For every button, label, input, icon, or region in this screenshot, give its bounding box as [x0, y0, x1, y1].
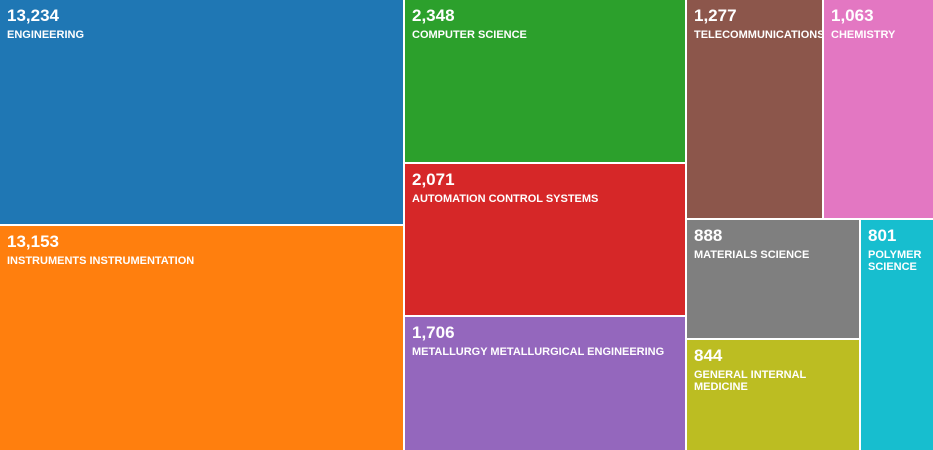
tile-value: 2,071: [412, 170, 455, 189]
tile-value: 1,706: [412, 323, 455, 342]
tile-value: 1,063: [831, 6, 874, 25]
tile-label: TELECOMMUNICATIONS: [694, 29, 822, 41]
tile-label: POLYMER SCIENCE: [868, 249, 922, 273]
tile-instruments-instrumentation[interactable]: 13,153 INSTRUMENTS INSTRUMENTATION: [0, 226, 403, 450]
tile-value: 844: [694, 346, 723, 365]
tile-automation-control-systems[interactable]: 2,071 AUTOMATION CONTROL SYSTEMS: [405, 164, 685, 315]
tile-value: 801: [868, 226, 897, 245]
tile-value: 1,277: [694, 6, 737, 25]
tile-value: 2,348: [412, 6, 455, 25]
tile-engineering[interactable]: 13,234 ENGINEERING: [0, 0, 403, 224]
tile-general-internal-medicine[interactable]: 844 GENERAL INTERNAL MEDICINE: [687, 340, 859, 450]
tile-value: 888: [694, 226, 723, 245]
tile-label: METALLURGY METALLURGICAL ENGINEERING: [412, 346, 665, 358]
tile-value: 13,234: [7, 6, 59, 25]
tile-telecommunications[interactable]: 1,277 TELECOMMUNICATIONS: [687, 0, 822, 218]
tile-label: CHEMISTRY: [831, 29, 896, 41]
tile-metallurgy[interactable]: 1,706 METALLURGY METALLURGICAL ENGINEERI…: [405, 317, 685, 450]
tile-label: ENGINEERING: [7, 29, 85, 41]
tile-label: GENERAL INTERNAL MEDICINE: [694, 369, 807, 393]
tile-computer-science[interactable]: 2,348 COMPUTER SCIENCE: [405, 0, 685, 162]
tile-label: AUTOMATION CONTROL SYSTEMS: [412, 193, 599, 205]
tile-label: MATERIALS SCIENCE: [694, 249, 810, 261]
tile-label: INSTRUMENTS INSTRUMENTATION: [7, 255, 195, 267]
tile-chemistry[interactable]: 1,063 CHEMISTRY: [824, 0, 933, 218]
tile-value: 13,153: [7, 232, 59, 251]
tile-label: COMPUTER SCIENCE: [412, 29, 527, 41]
tile-polymer-science[interactable]: 801 POLYMER SCIENCE: [861, 220, 933, 450]
tile-materials-science[interactable]: 888 MATERIALS SCIENCE: [687, 220, 859, 338]
